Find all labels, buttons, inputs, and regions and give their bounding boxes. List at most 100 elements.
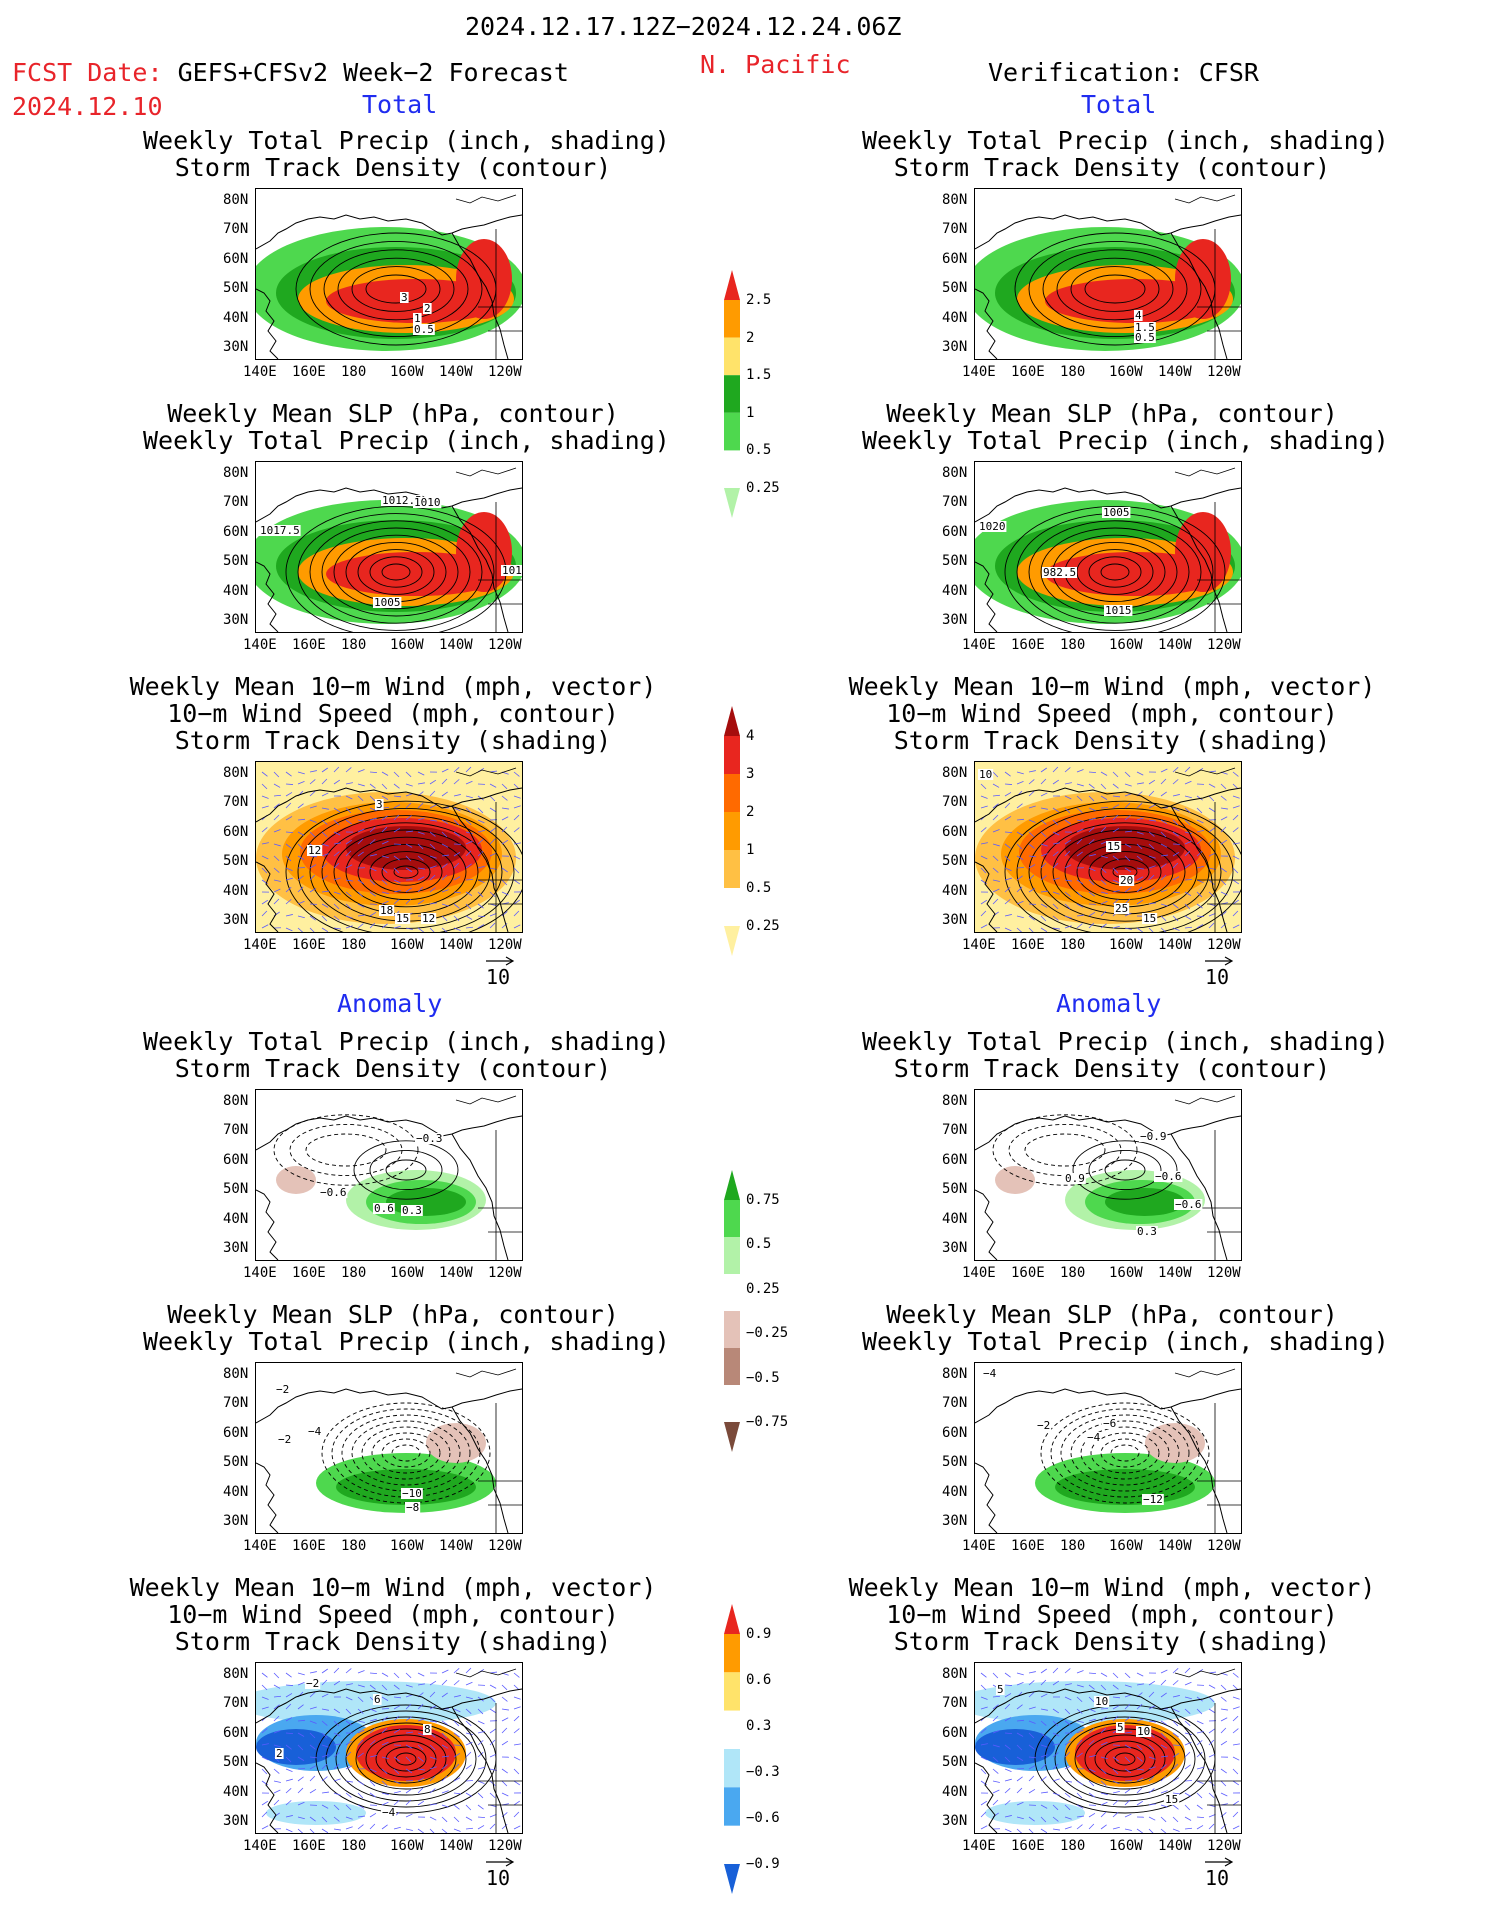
title-line: Storm Track Density (contour) <box>174 1054 612 1083</box>
svg-text:−4: −4 <box>308 1425 322 1438</box>
y-axis-label: 40N <box>942 309 968 326</box>
title-line: Weekly Total Precip (inch, shading) <box>862 1027 1389 1056</box>
y-axis-label: 70N <box>942 494 968 511</box>
svg-text:12: 12 <box>422 912 435 925</box>
svg-text:−2: −2 <box>278 1433 291 1446</box>
x-axis-label: 140W <box>1158 1838 1192 1854</box>
y-axis-label: 80N <box>942 192 968 208</box>
y-axis-label: 40N <box>223 1483 249 1500</box>
svg-text:0.5: 0.5 <box>414 323 434 336</box>
title-obs-total-wind: Weekly Mean 10−m Wind (mph, vector) 10−m… <box>812 673 1412 754</box>
x-axis-label: 160W <box>390 1538 424 1554</box>
title-fcst-anom-slp: Weekly Mean SLP (hPa, contour) Weekly To… <box>143 1301 670 1356</box>
y-axis-label: 60N <box>223 523 249 540</box>
y-axis-label: 70N <box>223 1122 249 1139</box>
y-axis-label: 70N <box>942 1122 968 1139</box>
map-panel-fa3: −2 6 8 2 −4 <box>255 1662 523 1834</box>
fcst-model: GEFS+CFSv2 Week−2 Forecast <box>177 58 569 87</box>
svg-text:−12: −12 <box>1143 1493 1163 1506</box>
x-axis-label: 160W <box>1109 937 1143 953</box>
title-obs-anom-precip: Weekly Total Precip (inch, shading) Stor… <box>862 1027 1389 1082</box>
y-axis-label: 40N <box>223 882 249 899</box>
y-axis-label: 30N <box>223 1813 249 1829</box>
svg-text:−8: −8 <box>406 1501 419 1514</box>
map-panel-oa1: −0.9 0.9 −0.6 −0.6 0.3 <box>974 1089 1242 1261</box>
y-axis-label: 40N <box>942 582 968 599</box>
x-axis-label: 160W <box>1109 364 1143 380</box>
x-axis-label: 120W <box>1207 937 1241 953</box>
x-axis-label: 180 <box>341 364 367 380</box>
section-total-left: Total <box>362 90 438 119</box>
vector-reference-obs-total: 10 <box>1205 956 1234 989</box>
y-axis-label: 30N <box>223 612 249 628</box>
x-axis-label: 160E <box>292 364 326 380</box>
vector-reference-fcst-total: 10 <box>486 956 515 989</box>
svg-text:−2: −2 <box>1037 1419 1050 1432</box>
svg-text:1: 1 <box>414 312 421 325</box>
x-axis-label: 140E <box>962 364 996 380</box>
x-axis-label: 140E <box>243 637 277 653</box>
map-panel-op1: 4 1.5 0.5 <box>974 188 1242 360</box>
x-axis-label: 140E <box>962 937 996 953</box>
map-canvas: −2 −2 −4 −10−8 <box>256 1368 522 1533</box>
svg-text:−0.6: −0.6 <box>1175 1198 1202 1211</box>
x-axis-label: 160E <box>292 1265 326 1281</box>
map-canvas: 1005 1020 982.5 1015 <box>975 467 1241 632</box>
title-fcst-total-slp: Weekly Mean SLP (hPa, contour) Weekly To… <box>143 399 670 454</box>
svg-text:10: 10 <box>1137 1725 1150 1738</box>
x-axis-label: 180 <box>1060 1538 1086 1554</box>
x-axis-label: 120W <box>488 364 522 380</box>
colorbar-tick-label: 2.5 <box>746 292 772 308</box>
svg-text:0.3: 0.3 <box>1137 1225 1157 1238</box>
map-canvas: 10 15 20 25 15 <box>975 762 1241 932</box>
x-axis-label: 160W <box>1109 1265 1143 1281</box>
title-line: Storm Track Density (shading) <box>174 1627 612 1656</box>
map-panel-fp3: 3 12 18 15 12 <box>255 761 523 933</box>
y-axis-label: 30N <box>942 339 968 355</box>
x-axis-label: 120W <box>1207 1838 1241 1854</box>
vector-reference-label: 10 <box>486 965 511 989</box>
x-axis-label: 160W <box>390 364 424 380</box>
map-panel-fa1: −0.3 −0.6 0.6 0.3 <box>255 1089 523 1261</box>
svg-text:2: 2 <box>276 1747 283 1760</box>
title-line: Storm Track Density (contour) <box>893 153 1331 182</box>
y-axis-label: 80N <box>942 1666 968 1682</box>
x-axis-label: 180 <box>341 1538 367 1554</box>
x-axis-label: 180 <box>1060 937 1086 953</box>
x-axis-label: 140E <box>243 1838 277 1854</box>
svg-text:−2: −2 <box>306 1677 319 1690</box>
x-axis-label: 160E <box>292 937 326 953</box>
svg-text:15: 15 <box>396 912 409 925</box>
svg-text:18: 18 <box>380 904 393 917</box>
y-axis-label: 80N <box>223 1366 249 1382</box>
x-axis-label: 160W <box>390 1838 424 1854</box>
x-axis-label: 180 <box>1060 637 1086 653</box>
y-axis-label: 60N <box>223 1724 249 1741</box>
y-axis-label: 60N <box>942 1151 968 1168</box>
title-line: Weekly Total Precip (inch, shading) <box>143 1327 670 1356</box>
svg-text:10: 10 <box>979 768 992 781</box>
y-axis-label: 30N <box>223 1513 249 1529</box>
x-axis-label: 160E <box>1011 1838 1045 1854</box>
x-axis-label: 160E <box>1011 1538 1045 1554</box>
svg-text:4: 4 <box>1135 309 1142 322</box>
colorbar-tick-label: 0.25 <box>746 1280 780 1297</box>
x-axis-label: 140E <box>962 1265 996 1281</box>
x-axis-label: 120W <box>1207 1538 1241 1554</box>
y-axis-label: 70N <box>942 1395 968 1412</box>
vector-reference-label: 10 <box>1205 1866 1230 1890</box>
colorbar-tick-label: 1 <box>746 842 755 858</box>
title-obs-total-precip: Weekly Total Precip (inch, shading) Stor… <box>862 127 1389 182</box>
title-line: Weekly Mean SLP (hPa, contour) <box>167 399 619 428</box>
svg-text:15: 15 <box>1165 1793 1178 1806</box>
svg-text:1005: 1005 <box>374 596 401 609</box>
title-line: Weekly Mean SLP (hPa, contour) <box>886 399 1338 428</box>
section-anomaly-left: Anomaly <box>337 989 443 1018</box>
svg-text:1020: 1020 <box>979 520 1006 533</box>
title-line: Storm Track Density (contour) <box>174 153 612 182</box>
title-line: 10−m Wind Speed (mph, contour) <box>167 1600 619 1629</box>
y-axis-label: 70N <box>942 221 968 238</box>
x-axis-label: 140W <box>439 937 473 953</box>
